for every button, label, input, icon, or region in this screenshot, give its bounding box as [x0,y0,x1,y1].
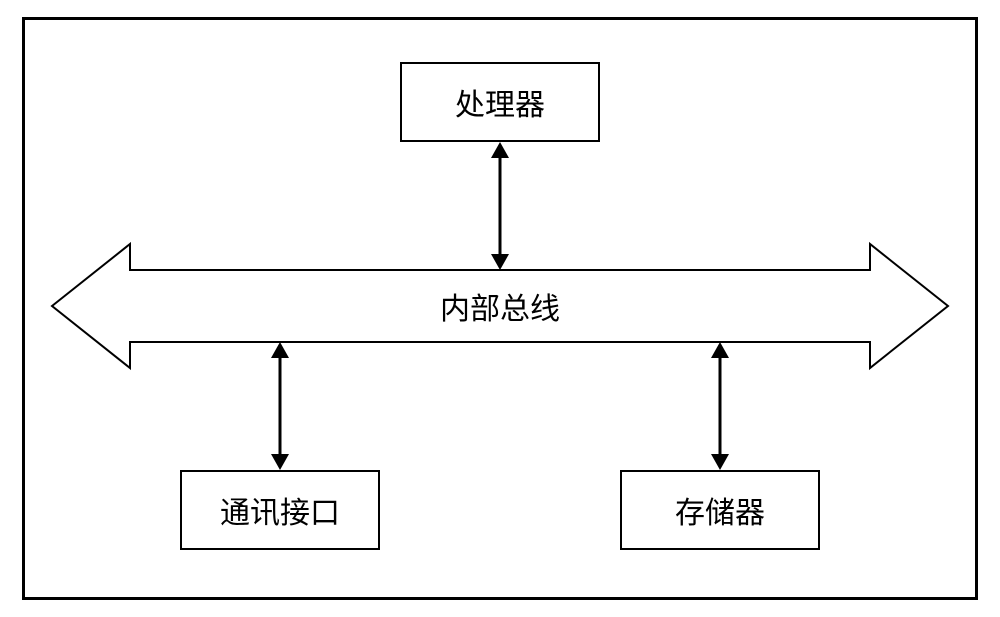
connector-comm_to_bus [271,342,289,470]
connector-processor_to_bus [491,142,509,270]
node-memory-label: 存储器 [675,488,765,532]
bus-label-container: 内部总线 [432,286,568,326]
connector-memory_to_bus [711,342,729,470]
bus-label: 内部总线 [440,284,560,328]
node-comm-interface: 通讯接口 [180,470,380,550]
node-processor-label: 处理器 [455,80,545,124]
node-comm-interface-label: 通讯接口 [220,488,340,532]
node-processor: 处理器 [400,62,600,142]
node-memory: 存储器 [620,470,820,550]
